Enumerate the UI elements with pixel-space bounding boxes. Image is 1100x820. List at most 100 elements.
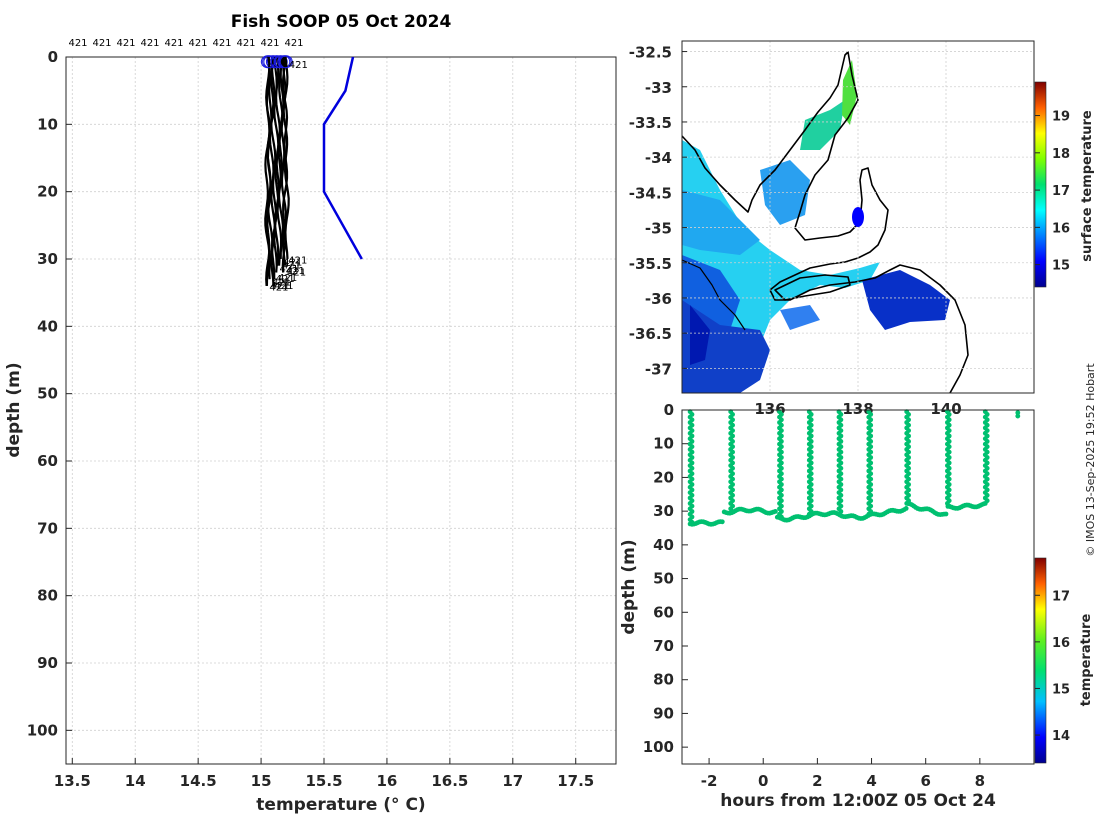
map-colorbar-tick-label: 19	[1052, 110, 1070, 125]
depth-time-y-tick-label: 20	[653, 468, 674, 486]
depth-time-point	[689, 498, 695, 504]
profile-start-marker	[274, 55, 288, 69]
temperature-colorbar-tick-label: 17	[1052, 589, 1070, 604]
depth-time-point	[689, 439, 695, 444]
profile-top-tag: 421	[289, 60, 308, 71]
map-longitude-ticks: 136 138 140	[754, 400, 961, 418]
depth-time-point	[906, 465, 911, 471]
depth-time-point	[906, 422, 911, 428]
profile-end-label: 421	[283, 257, 302, 268]
sst-patch-a	[682, 190, 760, 255]
depth-time-y-tick-label: 40	[653, 536, 674, 554]
depth-time-point	[808, 439, 814, 444]
depth-time-point	[689, 519, 695, 525]
depth-time-point	[868, 487, 874, 493]
depth-time-point	[838, 465, 844, 471]
profile-x-label: temperature (° C)	[256, 795, 425, 815]
depth-time-point	[984, 412, 990, 417]
coastline-west	[682, 259, 746, 331]
depth-time-point	[868, 482, 874, 487]
map-colorbar-ticks: 15 16 17 18 19	[1035, 110, 1070, 274]
depth-time-point	[730, 487, 735, 493]
depth-time-point	[868, 492, 874, 498]
temperature-colorbar-tick-label: 15	[1052, 682, 1070, 697]
depth-time-point	[730, 471, 735, 477]
map-lon-tick-label: 140	[930, 400, 961, 418]
depth-time-point	[730, 509, 735, 514]
depth-time-axes-box	[681, 409, 1035, 765]
depth-time-point	[779, 439, 784, 444]
depth-time-point	[779, 482, 784, 487]
profile-y-tick-label: 0	[48, 48, 58, 66]
depth-time-y-tick-label: 50	[653, 570, 674, 588]
depth-time-point	[984, 465, 990, 471]
depth-time-point	[906, 449, 911, 455]
depth-time-point	[689, 465, 695, 471]
depth-time-point	[868, 428, 874, 433]
profile-x-tick-label: 16.5	[431, 772, 468, 790]
profile-x-tick-label: 17.5	[557, 772, 594, 790]
map-axes: -32.5 -33 -33.5 -34 -34.5 -35 -35.5 -36 -36.5 -37…	[629, 40, 1095, 418]
depth-time-point	[984, 428, 990, 433]
profile-x-tick-label: 15	[251, 772, 272, 790]
depth-time-y-tick-label: 30	[653, 502, 674, 520]
depth-time-point	[808, 422, 814, 428]
map-latitude-ticks: -32.5 -33 -33.5 -34 -34.5 -35 -35.5 -36 -36.5 -37	[629, 44, 687, 378]
depth-time-point	[984, 487, 990, 493]
depth-time-point	[868, 509, 874, 514]
depth-time-x-tick-label: 0	[758, 772, 768, 790]
depth-time-point	[906, 482, 911, 487]
depth-time-point	[868, 439, 874, 444]
map-colorbar	[1034, 81, 1047, 288]
depth-time-point	[808, 465, 814, 471]
map-axes-box	[681, 40, 1035, 394]
depth-time-point	[868, 417, 874, 423]
depth-time-point	[906, 498, 911, 504]
map-lat-tick-label: -33.5	[629, 114, 672, 132]
profile-end-label: 421	[274, 281, 293, 292]
profile-top-labels: 421 421 421 421 421 421 421 421 421 421	[68, 38, 303, 49]
profile-top-label: 421	[116, 38, 135, 49]
profile-y-tick-label: 100	[27, 721, 58, 739]
depth-time-point	[689, 428, 695, 433]
profile-start-marker	[267, 55, 281, 69]
depth-time-point	[808, 433, 814, 439]
map-colorbar-tick-label: 18	[1052, 147, 1070, 162]
depth-time-point	[773, 509, 778, 514]
depth-time-point	[838, 439, 844, 444]
depth-time-point	[906, 460, 911, 466]
map-colorbar-label: surface temperature	[1080, 110, 1095, 262]
depth-time-point	[719, 519, 725, 525]
depth-time-x-tick-label: 8	[975, 772, 985, 790]
depth-time-point	[689, 514, 695, 520]
depth-time-point	[838, 455, 844, 460]
depth-time-point	[946, 487, 952, 493]
temperature-colorbar-tick-label: 14	[1052, 729, 1070, 744]
profile-end-label: 421	[282, 261, 301, 272]
depth-time-point	[943, 511, 949, 517]
depth-time-y-tick-label: 10	[653, 435, 674, 453]
reference-profile-line	[322, 56, 363, 260]
profile-end-label: 421	[287, 267, 306, 278]
depth-time-point	[838, 503, 844, 509]
profile-end-label: 421	[271, 281, 290, 292]
depth-time-point	[689, 455, 695, 460]
depth-time-point	[808, 417, 814, 423]
depth-time-point	[946, 433, 952, 439]
profile-end-label: 421	[269, 282, 288, 293]
depth-time-point	[730, 417, 735, 423]
depth-time-point	[946, 444, 952, 450]
sst-spencer-upper	[760, 160, 810, 225]
depth-time-point	[906, 433, 911, 439]
profile-top-label: 421	[284, 38, 303, 49]
depth-time-point	[730, 433, 735, 439]
depth-time-point	[689, 433, 695, 439]
depth-time-point	[689, 503, 695, 509]
depth-time-point	[906, 476, 911, 482]
depth-time-x-tick-label: 4	[866, 772, 876, 790]
depth-time-point	[903, 506, 909, 511]
depth-time-point	[868, 471, 874, 477]
depth-time-point	[984, 417, 990, 423]
coastline-main	[682, 51, 969, 393]
